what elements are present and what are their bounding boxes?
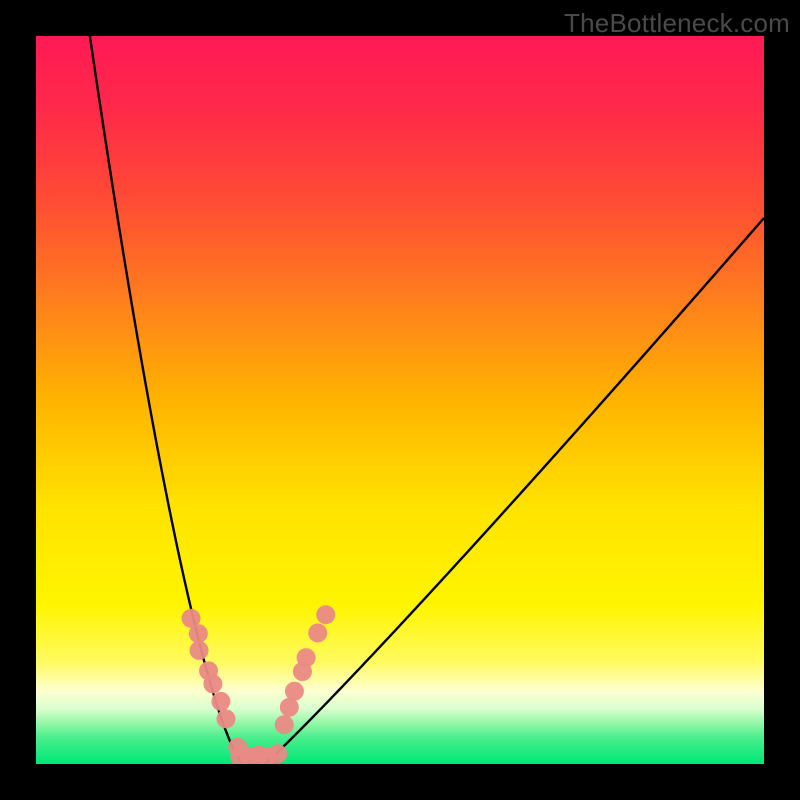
plot-area	[36, 36, 764, 764]
data-marker	[285, 682, 304, 701]
curve-right	[265, 218, 764, 764]
chart-canvas: TheBottleneck.com	[0, 0, 800, 800]
data-marker	[316, 605, 335, 624]
data-marker	[189, 624, 208, 643]
curve-left	[90, 36, 244, 764]
curves-layer	[36, 36, 764, 764]
data-marker	[217, 709, 236, 728]
watermark-text: TheBottleneck.com	[564, 8, 790, 39]
data-marker	[308, 623, 327, 642]
data-marker	[268, 744, 287, 763]
data-marker	[190, 641, 209, 660]
data-marker	[203, 674, 222, 693]
data-marker	[211, 692, 230, 711]
markers	[182, 605, 336, 764]
data-marker	[297, 648, 316, 667]
data-marker	[275, 715, 294, 734]
